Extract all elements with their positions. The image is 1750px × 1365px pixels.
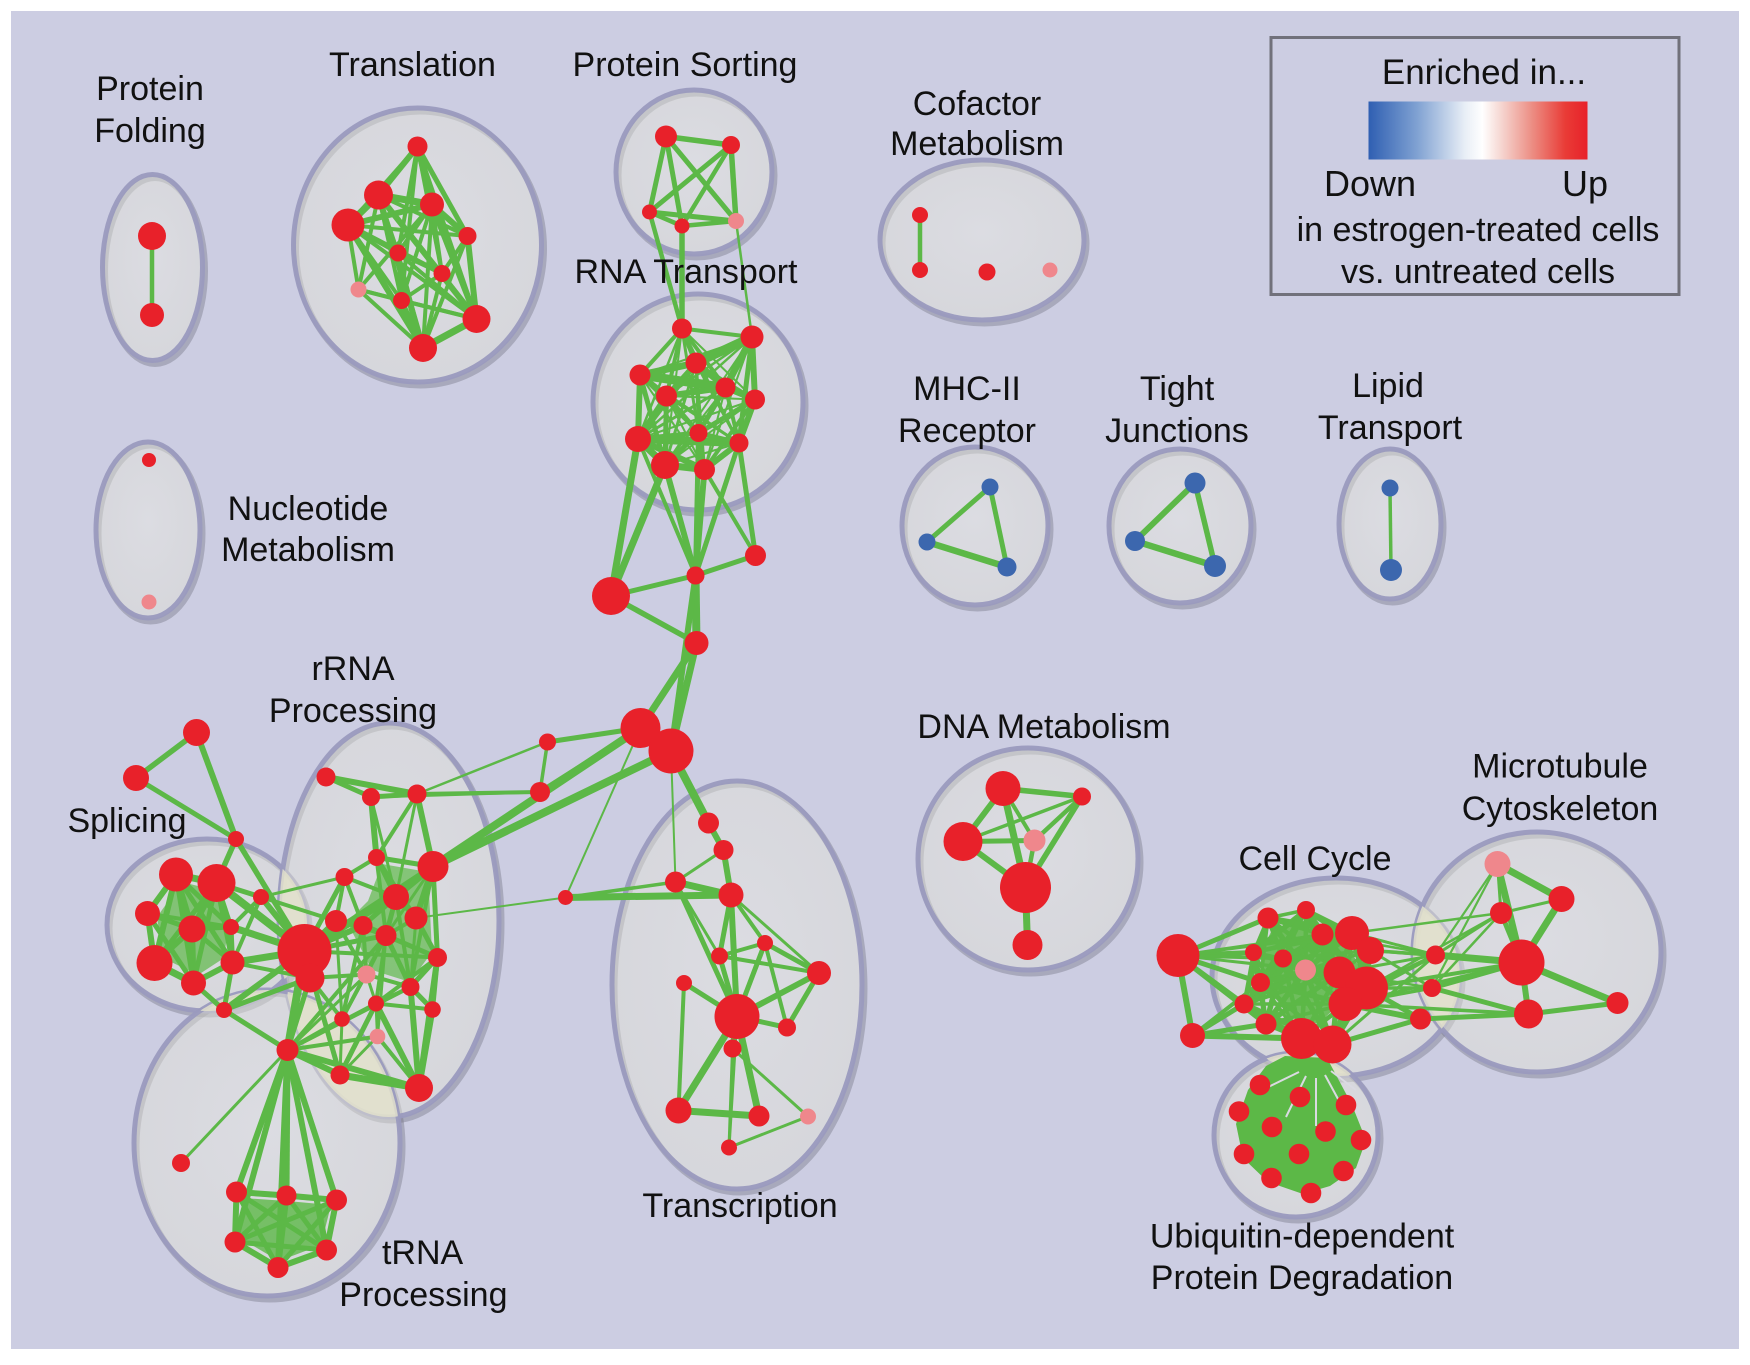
svg-text:Cytoskeleton: Cytoskeleton [1462,790,1659,828]
svg-text:Enriched in...: Enriched in... [1382,53,1586,92]
svg-text:Processing: Processing [269,692,437,730]
svg-text:Metabolism: Metabolism [221,531,395,569]
svg-text:vs. untreated cells: vs. untreated cells [1341,253,1615,291]
svg-text:Translation: Translation [329,46,496,84]
svg-text:in estrogen-treated cells: in estrogen-treated cells [1297,211,1660,249]
svg-text:Down: Down [1324,163,1416,204]
svg-text:Metabolism: Metabolism [890,125,1064,163]
svg-text:Protein: Protein [96,70,204,108]
svg-text:Protein Degradation: Protein Degradation [1151,1259,1453,1297]
svg-text:Junctions: Junctions [1105,412,1249,450]
svg-text:Nucleotide: Nucleotide [228,490,389,528]
svg-text:rRNA: rRNA [311,650,394,688]
svg-text:Receptor: Receptor [898,412,1036,450]
svg-text:Folding: Folding [94,112,206,150]
svg-text:RNA Transport: RNA Transport [575,253,799,291]
svg-text:Tight: Tight [1140,370,1215,408]
svg-text:Up: Up [1562,163,1608,204]
svg-text:Processing: Processing [339,1276,507,1314]
svg-text:Lipid: Lipid [1352,367,1424,405]
svg-text:Microtubule: Microtubule [1472,748,1648,786]
svg-text:Protein Sorting: Protein Sorting [573,46,798,84]
svg-text:Cell Cycle: Cell Cycle [1238,840,1391,878]
svg-text:Splicing: Splicing [67,802,186,840]
svg-text:Cofactor: Cofactor [913,85,1042,123]
svg-text:tRNA: tRNA [382,1234,464,1272]
svg-text:DNA Metabolism: DNA Metabolism [917,708,1170,746]
svg-text:Transport: Transport [1318,409,1463,447]
svg-text:MHC-II: MHC-II [913,370,1021,408]
svg-text:Transcription: Transcription [642,1187,837,1225]
svg-text:Ubiquitin-dependent: Ubiquitin-dependent [1150,1218,1455,1256]
